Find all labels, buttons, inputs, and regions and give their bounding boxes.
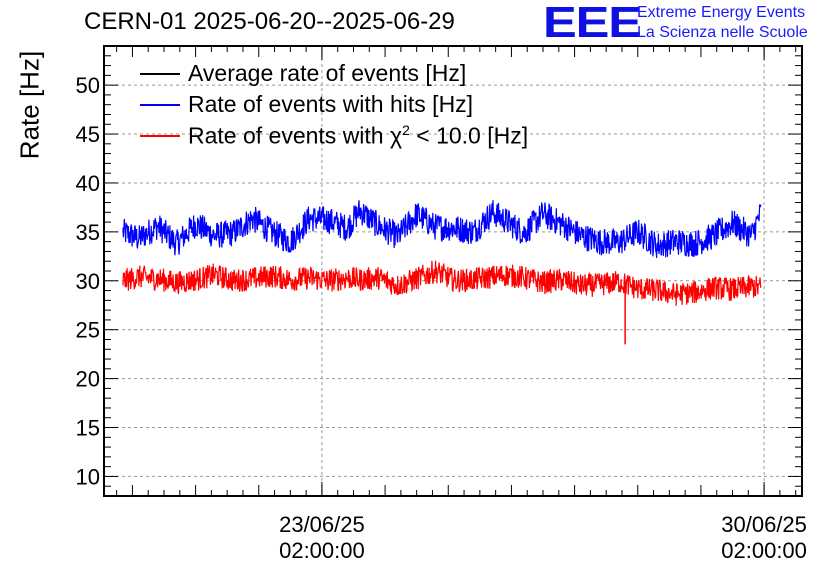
x-tick-label-time: 02:00:00 bbox=[721, 538, 807, 563]
logo-line-1: Extreme Energy Events bbox=[637, 4, 806, 21]
eee-logo: EEE bbox=[543, 0, 642, 47]
y-tick-label: 40 bbox=[76, 171, 100, 196]
legend-label-chi2: Rate of events with χ2 < 10.0 [Hz] bbox=[188, 121, 529, 149]
legend-entry-average: Average rate of events [Hz] bbox=[140, 58, 528, 89]
eee-logo-text: Extreme Energy Events La Scienza nelle S… bbox=[637, 3, 808, 43]
legend-entry-hits: Rate of events with hits [Hz] bbox=[140, 89, 528, 120]
x-tick-label-time: 02:00:00 bbox=[279, 538, 365, 563]
x-tick-label-date: 30/06/25 bbox=[721, 512, 807, 537]
x-tick-label-date: 23/06/25 bbox=[279, 512, 365, 537]
legend-label-average: Average rate of events [Hz] bbox=[188, 60, 467, 86]
legend-label-hits: Rate of events with hits [Hz] bbox=[188, 91, 474, 117]
y-tick-label: 20 bbox=[76, 367, 100, 392]
series-line-hits bbox=[122, 200, 762, 258]
y-tick-label: 10 bbox=[76, 464, 100, 489]
legend-swatch-chi2 bbox=[140, 134, 180, 137]
y-tick-label: 25 bbox=[76, 318, 100, 343]
logo-line-2: La Scienza nelle Scuole bbox=[637, 24, 808, 41]
y-tick-label: 30 bbox=[76, 269, 100, 294]
y-tick-label: 15 bbox=[76, 416, 100, 441]
y-tick-label: 45 bbox=[76, 122, 100, 147]
legend: Average rate of events [Hz] Rate of even… bbox=[140, 58, 528, 151]
legend-swatch-hits bbox=[140, 103, 180, 106]
y-axis-label: Rate [Hz] bbox=[14, 50, 45, 160]
series-line-chi2 bbox=[122, 260, 762, 306]
y-tick-label: 50 bbox=[76, 73, 100, 98]
y-tick-label: 35 bbox=[76, 220, 100, 245]
chart-title: CERN-01 2025-06-20--2025-06-29 bbox=[84, 8, 455, 35]
legend-swatch-average bbox=[140, 72, 180, 75]
legend-entry-chi2: Rate of events with χ2 < 10.0 [Hz] bbox=[140, 120, 528, 151]
